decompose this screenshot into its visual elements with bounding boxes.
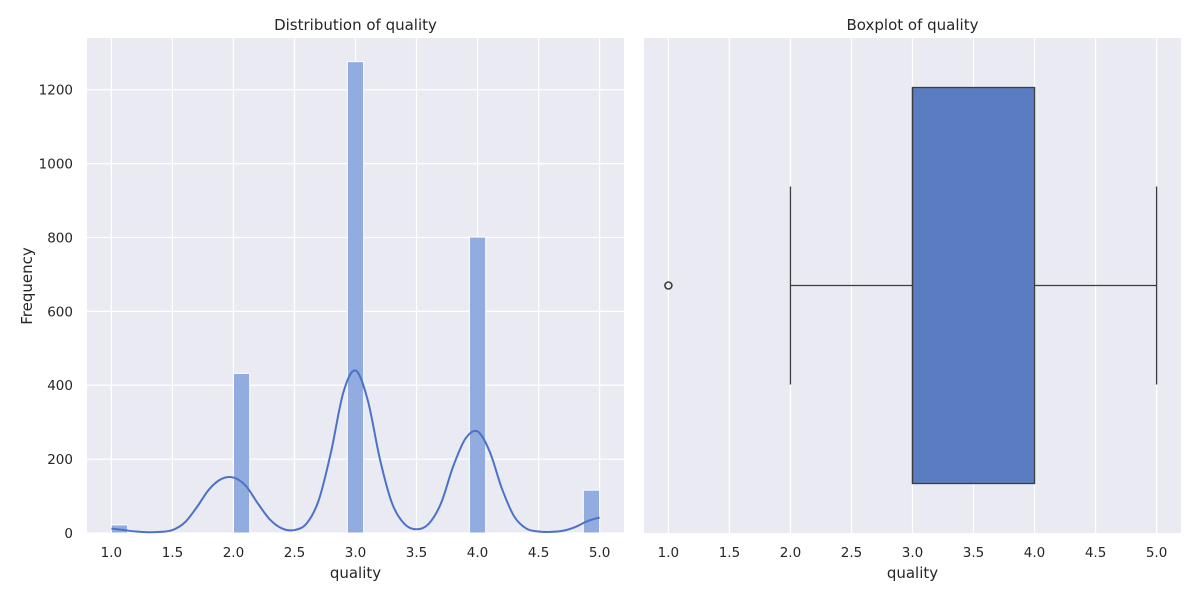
x-tick-label: 1.0	[658, 545, 679, 561]
x-tick-label: 2.5	[284, 545, 305, 561]
x-tick-label: 1.0	[101, 545, 122, 561]
x-tick-label: 1.5	[719, 545, 740, 561]
boxplot-x-tick-labels: 1.0 1.5 2.0 2.5 3.0 3.5 4.0 4.5 5.0	[658, 545, 1168, 561]
boxplot-marks	[664, 86, 1158, 485]
x-tick-label: 3.5	[963, 545, 984, 561]
histogram-bars	[110, 61, 601, 534]
x-tick-label: 3.5	[406, 545, 427, 561]
x-tick-label: 4.5	[528, 545, 549, 561]
y-tick-label: 0	[64, 526, 73, 542]
x-tick-label: 2.0	[780, 545, 801, 561]
histogram-y-tick-labels: 0 200 400 600 800 1000 1200	[39, 83, 73, 542]
histogram-bar	[582, 489, 601, 534]
y-tick-label: 600	[47, 304, 73, 320]
y-tick-label: 1000	[39, 157, 73, 173]
x-tick-label: 4.0	[467, 545, 488, 561]
x-tick-label: 4.5	[1085, 545, 1106, 561]
x-tick-label: 4.0	[1024, 545, 1045, 561]
x-tick-label: 1.5	[162, 545, 183, 561]
x-tick-label: 3.0	[902, 545, 923, 561]
histogram-y-axis-label: Frequency	[18, 247, 36, 325]
x-tick-label: 2.5	[841, 545, 862, 561]
histogram-x-axis-label: quality	[330, 564, 381, 582]
x-tick-label: 5.0	[1146, 545, 1167, 561]
y-tick-label: 1200	[39, 83, 73, 99]
histogram-title: Distribution of quality	[274, 16, 437, 34]
histogram-x-tick-labels: 1.0 1.5 2.0 2.5 3.0 3.5 4.0 4.5 5.0	[101, 545, 611, 561]
histogram-bar	[468, 236, 487, 534]
x-tick-label: 2.0	[223, 545, 244, 561]
y-tick-label: 400	[47, 378, 73, 394]
y-tick-label: 200	[47, 452, 73, 468]
outlier-point	[664, 281, 673, 290]
boxplot-panel: 1.0 1.5 2.0 2.5 3.0 3.5 4.0 4.5 5.0 Boxplot of q…	[644, 16, 1181, 582]
kde-curve	[111, 369, 600, 534]
histogram-bar	[232, 372, 251, 534]
x-tick-label: 5.0	[589, 545, 610, 561]
histogram-bar	[346, 61, 365, 534]
boxplot-title: Boxplot of quality	[847, 16, 979, 34]
y-tick-label: 800	[47, 230, 73, 246]
interquartile-box	[911, 86, 1036, 485]
boxplot-x-axis-label: quality	[887, 564, 938, 582]
histogram-panel: 1.0 1.5 2.0 2.5 3.0 3.5 4.0 4.5 5.0 0 200 400 600 80…	[18, 16, 624, 582]
x-tick-label: 3.0	[345, 545, 366, 561]
